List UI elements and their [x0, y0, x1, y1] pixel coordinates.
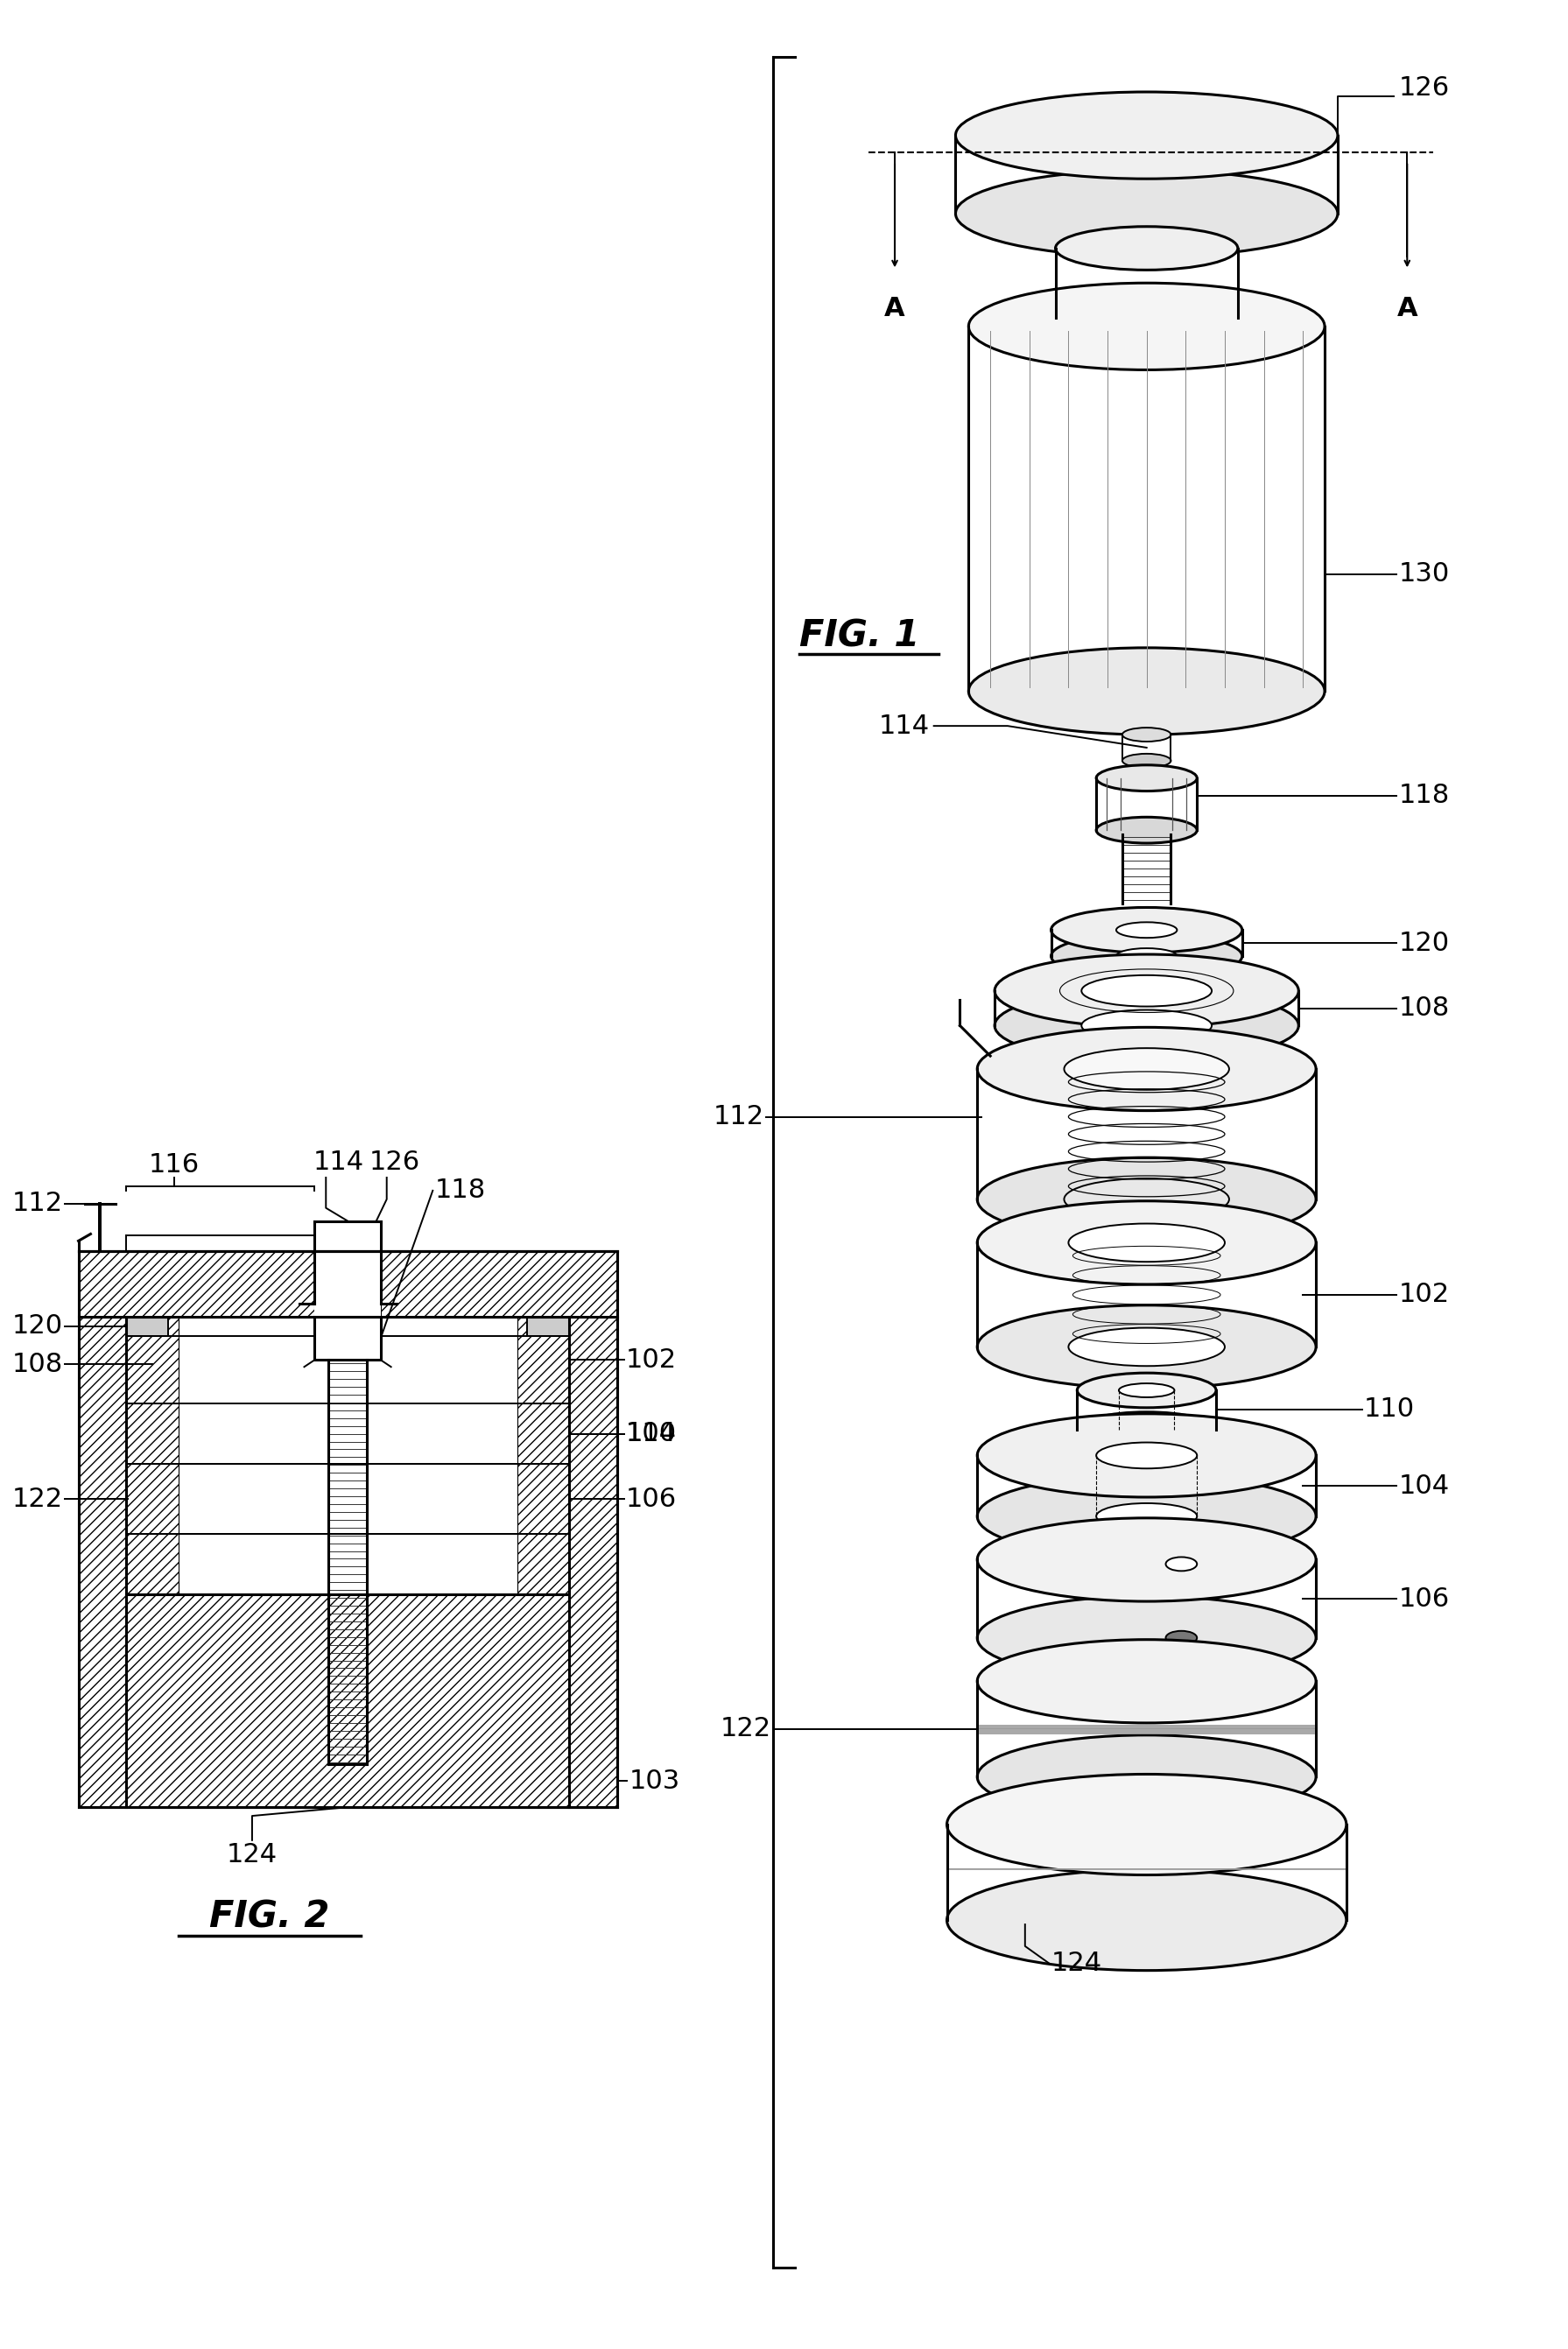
Text: 130: 130 — [1399, 561, 1449, 587]
Bar — [78, 1252, 616, 1806]
Bar — [381, 1252, 616, 1315]
Ellipse shape — [1077, 1412, 1217, 1447]
Text: 104: 104 — [626, 1421, 676, 1447]
Ellipse shape — [994, 954, 1298, 1027]
Ellipse shape — [977, 1306, 1316, 1388]
Text: 102: 102 — [1399, 1283, 1449, 1308]
Ellipse shape — [977, 1597, 1316, 1680]
Ellipse shape — [1116, 923, 1178, 937]
Ellipse shape — [977, 1414, 1316, 1496]
Ellipse shape — [977, 1158, 1316, 1240]
Text: 114: 114 — [878, 714, 930, 738]
Ellipse shape — [1055, 296, 1237, 341]
Ellipse shape — [1120, 1423, 1174, 1435]
Text: 118: 118 — [434, 1177, 486, 1203]
Ellipse shape — [1123, 728, 1171, 742]
Ellipse shape — [947, 1870, 1347, 1971]
Bar — [125, 1534, 179, 1806]
Bar — [517, 1463, 569, 1534]
Text: 118: 118 — [1399, 782, 1449, 808]
Text: 104: 104 — [1399, 1473, 1449, 1499]
Text: 124: 124 — [227, 1842, 278, 1867]
Ellipse shape — [977, 1027, 1316, 1111]
Bar — [527, 1315, 569, 1337]
Ellipse shape — [1051, 933, 1242, 980]
Ellipse shape — [955, 92, 1338, 179]
Text: FIG. 2: FIG. 2 — [210, 1898, 329, 1936]
Ellipse shape — [969, 648, 1325, 735]
Bar — [569, 1315, 616, 1806]
Bar — [315, 1315, 381, 1360]
Bar — [315, 1252, 381, 1315]
Text: 112: 112 — [713, 1104, 765, 1130]
Ellipse shape — [1065, 1179, 1229, 1219]
Text: 106: 106 — [1399, 1586, 1449, 1611]
Text: 108: 108 — [1399, 996, 1449, 1022]
Bar — [125, 1402, 179, 1463]
Ellipse shape — [977, 1200, 1316, 1285]
Text: 126: 126 — [1399, 75, 1449, 101]
Text: 124: 124 — [1051, 1950, 1102, 1976]
Text: 108: 108 — [13, 1351, 63, 1377]
Text: 122: 122 — [721, 1717, 771, 1741]
Ellipse shape — [1096, 1503, 1196, 1529]
Ellipse shape — [1120, 1384, 1174, 1398]
Bar — [78, 1252, 315, 1315]
Ellipse shape — [1077, 1372, 1217, 1407]
Text: 106: 106 — [626, 1487, 676, 1510]
Ellipse shape — [1068, 1224, 1225, 1261]
Ellipse shape — [1065, 1048, 1229, 1090]
Bar — [78, 1252, 616, 1806]
Bar — [125, 1595, 569, 1806]
Ellipse shape — [1096, 766, 1196, 792]
Ellipse shape — [1055, 226, 1237, 270]
Bar — [517, 1534, 569, 1806]
Text: 120: 120 — [1399, 930, 1449, 956]
Ellipse shape — [1096, 1442, 1196, 1468]
Text: 112: 112 — [13, 1191, 63, 1217]
Ellipse shape — [977, 1517, 1316, 1602]
Ellipse shape — [955, 169, 1338, 256]
Text: 126: 126 — [370, 1149, 420, 1174]
Ellipse shape — [1082, 1010, 1212, 1041]
Ellipse shape — [1165, 1630, 1196, 1644]
Ellipse shape — [994, 989, 1298, 1062]
Ellipse shape — [1116, 949, 1178, 963]
Ellipse shape — [947, 1773, 1347, 1875]
Bar — [125, 1315, 168, 1337]
Ellipse shape — [977, 1475, 1316, 1557]
Text: A: A — [884, 296, 905, 322]
Bar — [78, 1252, 616, 1315]
Ellipse shape — [977, 1736, 1316, 1818]
Text: 116: 116 — [149, 1151, 199, 1177]
Ellipse shape — [1051, 907, 1242, 954]
Text: 114: 114 — [314, 1149, 364, 1174]
Bar — [125, 1315, 179, 1402]
Text: 102: 102 — [626, 1348, 676, 1372]
Ellipse shape — [1068, 1327, 1225, 1367]
Ellipse shape — [1096, 817, 1196, 843]
Text: A: A — [1397, 296, 1417, 322]
Ellipse shape — [969, 282, 1325, 369]
Ellipse shape — [1082, 975, 1212, 1005]
Ellipse shape — [977, 1640, 1316, 1722]
Text: 120: 120 — [13, 1313, 63, 1339]
Text: 122: 122 — [13, 1487, 63, 1510]
Ellipse shape — [1165, 1557, 1196, 1571]
Text: 103: 103 — [629, 1769, 681, 1795]
Text: 110: 110 — [626, 1421, 676, 1447]
Bar — [517, 1402, 569, 1463]
Ellipse shape — [1123, 754, 1171, 768]
Bar — [125, 1463, 179, 1534]
Text: FIG. 1: FIG. 1 — [800, 618, 919, 653]
Text: 110: 110 — [1364, 1398, 1414, 1421]
Bar — [517, 1315, 569, 1402]
Bar — [78, 1315, 125, 1806]
